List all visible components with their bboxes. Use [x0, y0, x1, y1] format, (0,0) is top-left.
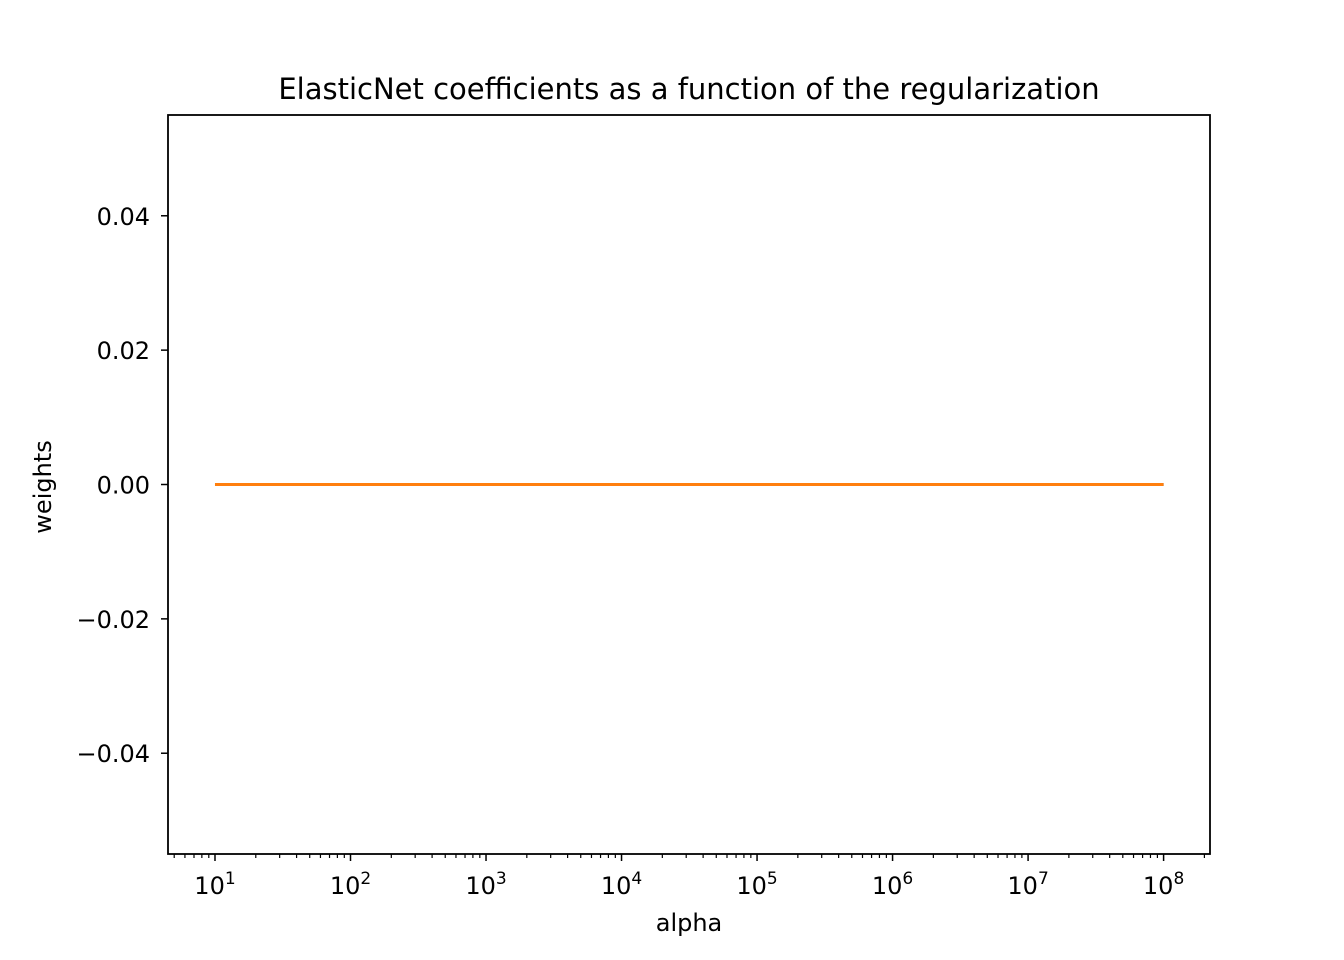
y-tick-label: 0.04: [97, 203, 150, 231]
y-axis-label: weights: [29, 440, 57, 533]
y-tick-label: −0.04: [76, 740, 150, 768]
x-tick-label: 101: [194, 869, 235, 900]
x-tick-label: 102: [330, 869, 371, 900]
y-tick-label: −0.02: [76, 606, 150, 634]
x-tick-label: 108: [1143, 869, 1184, 900]
y-axis-ticks: 0.04 0.02 0.00 −0.02 −0.04: [76, 203, 168, 768]
x-axis-label: alpha: [656, 909, 723, 937]
x-tick-label: 103: [465, 869, 506, 900]
chart-title: ElasticNet coefficients as a function of…: [278, 72, 1099, 106]
y-tick-label: 0.00: [97, 472, 150, 500]
x-tick-label: 106: [872, 869, 913, 900]
x-tick-label: 107: [1007, 869, 1048, 900]
x-axis-ticks: 101 102 103 104 105 106 107 108: [194, 854, 1184, 900]
axes-frame: [167, 114, 1211, 855]
x-tick-label: 105: [736, 869, 777, 900]
x-tick-label: 104: [601, 869, 642, 900]
y-tick-label: 0.02: [97, 337, 150, 365]
